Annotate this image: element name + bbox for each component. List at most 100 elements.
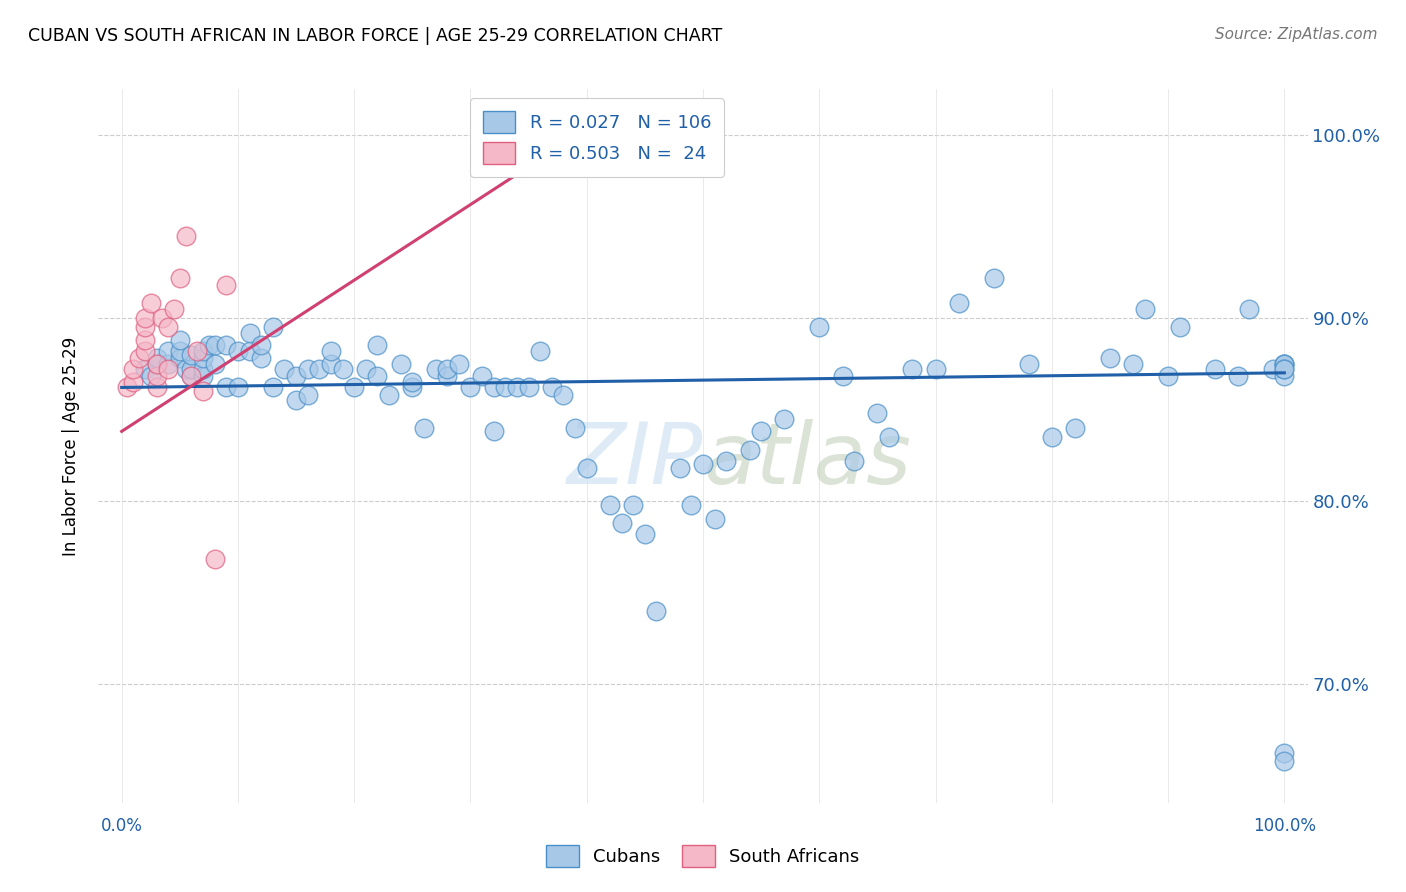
Point [529, 343, 551, 358]
Text: ZIP: ZIP [567, 418, 703, 502]
Point [297, 388, 319, 402]
Text: 0.0%: 0.0% [101, 817, 142, 836]
Point [354, 362, 377, 376]
Point [564, 420, 586, 434]
Point [553, 388, 575, 402]
Point [1040, 430, 1063, 444]
Point [366, 369, 388, 384]
Point [191, 343, 214, 358]
Point [145, 357, 167, 371]
Point [436, 369, 458, 384]
Point [540, 380, 562, 394]
Point [204, 338, 226, 352]
Point [668, 461, 690, 475]
Point [204, 552, 226, 566]
Point [983, 270, 1005, 285]
Point [215, 338, 238, 352]
Point [610, 516, 633, 530]
Text: atlas: atlas [703, 418, 911, 502]
Point [169, 343, 191, 358]
Point [692, 458, 714, 472]
Point [250, 338, 273, 352]
Point [1122, 357, 1144, 371]
Point [174, 362, 197, 376]
Point [198, 338, 221, 352]
Point [139, 369, 162, 384]
Point [319, 343, 342, 358]
Point [413, 420, 436, 434]
Point [134, 310, 156, 325]
Point [494, 380, 516, 394]
Point [215, 277, 238, 292]
Point [1226, 369, 1249, 384]
Point [901, 362, 924, 376]
Point [773, 411, 796, 425]
Point [122, 362, 145, 376]
Point [436, 362, 458, 376]
Point [139, 296, 162, 310]
Point [134, 320, 156, 334]
Text: Source: ZipAtlas.com: Source: ZipAtlas.com [1215, 27, 1378, 42]
Point [366, 338, 388, 352]
Point [128, 351, 150, 366]
Point [204, 357, 226, 371]
Point [145, 369, 167, 384]
Point [1272, 747, 1295, 761]
Point [191, 351, 214, 366]
Point [681, 498, 703, 512]
Point [844, 453, 866, 467]
Point [1272, 362, 1295, 376]
Point [180, 347, 202, 361]
Point [1272, 754, 1295, 768]
Point [866, 406, 889, 420]
Point [226, 343, 249, 358]
Point [1261, 362, 1284, 376]
Point [134, 333, 156, 347]
Point [169, 351, 191, 366]
Point [924, 362, 946, 376]
Point [482, 380, 505, 394]
Point [180, 369, 202, 384]
Text: CUBAN VS SOUTH AFRICAN IN LABOR FORCE | AGE 25-29 CORRELATION CHART: CUBAN VS SOUTH AFRICAN IN LABOR FORCE | … [28, 27, 723, 45]
Point [250, 351, 273, 366]
Point [134, 362, 156, 376]
Point [401, 375, 423, 389]
Point [285, 369, 308, 384]
Legend: Cubans, South Africans: Cubans, South Africans [540, 838, 866, 874]
Point [877, 430, 900, 444]
Point [157, 357, 180, 371]
Point [145, 351, 167, 366]
Point [1272, 357, 1295, 371]
Point [169, 270, 191, 285]
Point [1204, 362, 1226, 376]
Point [1239, 301, 1261, 316]
Point [117, 380, 139, 394]
Point [262, 320, 284, 334]
Point [1272, 369, 1295, 384]
Point [285, 393, 308, 408]
Point [621, 498, 644, 512]
Point [1098, 351, 1121, 366]
Point [517, 380, 540, 394]
Text: 100.0%: 100.0% [1253, 817, 1316, 836]
Point [186, 343, 208, 358]
Point [575, 461, 598, 475]
Point [1157, 369, 1180, 384]
Point [150, 310, 173, 325]
Point [226, 380, 249, 394]
Point [262, 380, 284, 394]
Point [831, 369, 853, 384]
Point [134, 343, 156, 358]
Point [239, 343, 262, 358]
Point [1064, 420, 1087, 434]
Point [191, 384, 214, 398]
Point [482, 425, 505, 439]
Point [319, 357, 342, 371]
Point [506, 380, 529, 394]
Point [1272, 357, 1295, 371]
Point [1272, 357, 1295, 371]
Point [343, 380, 366, 394]
Point [122, 375, 145, 389]
Point [1133, 301, 1156, 316]
Point [297, 362, 319, 376]
